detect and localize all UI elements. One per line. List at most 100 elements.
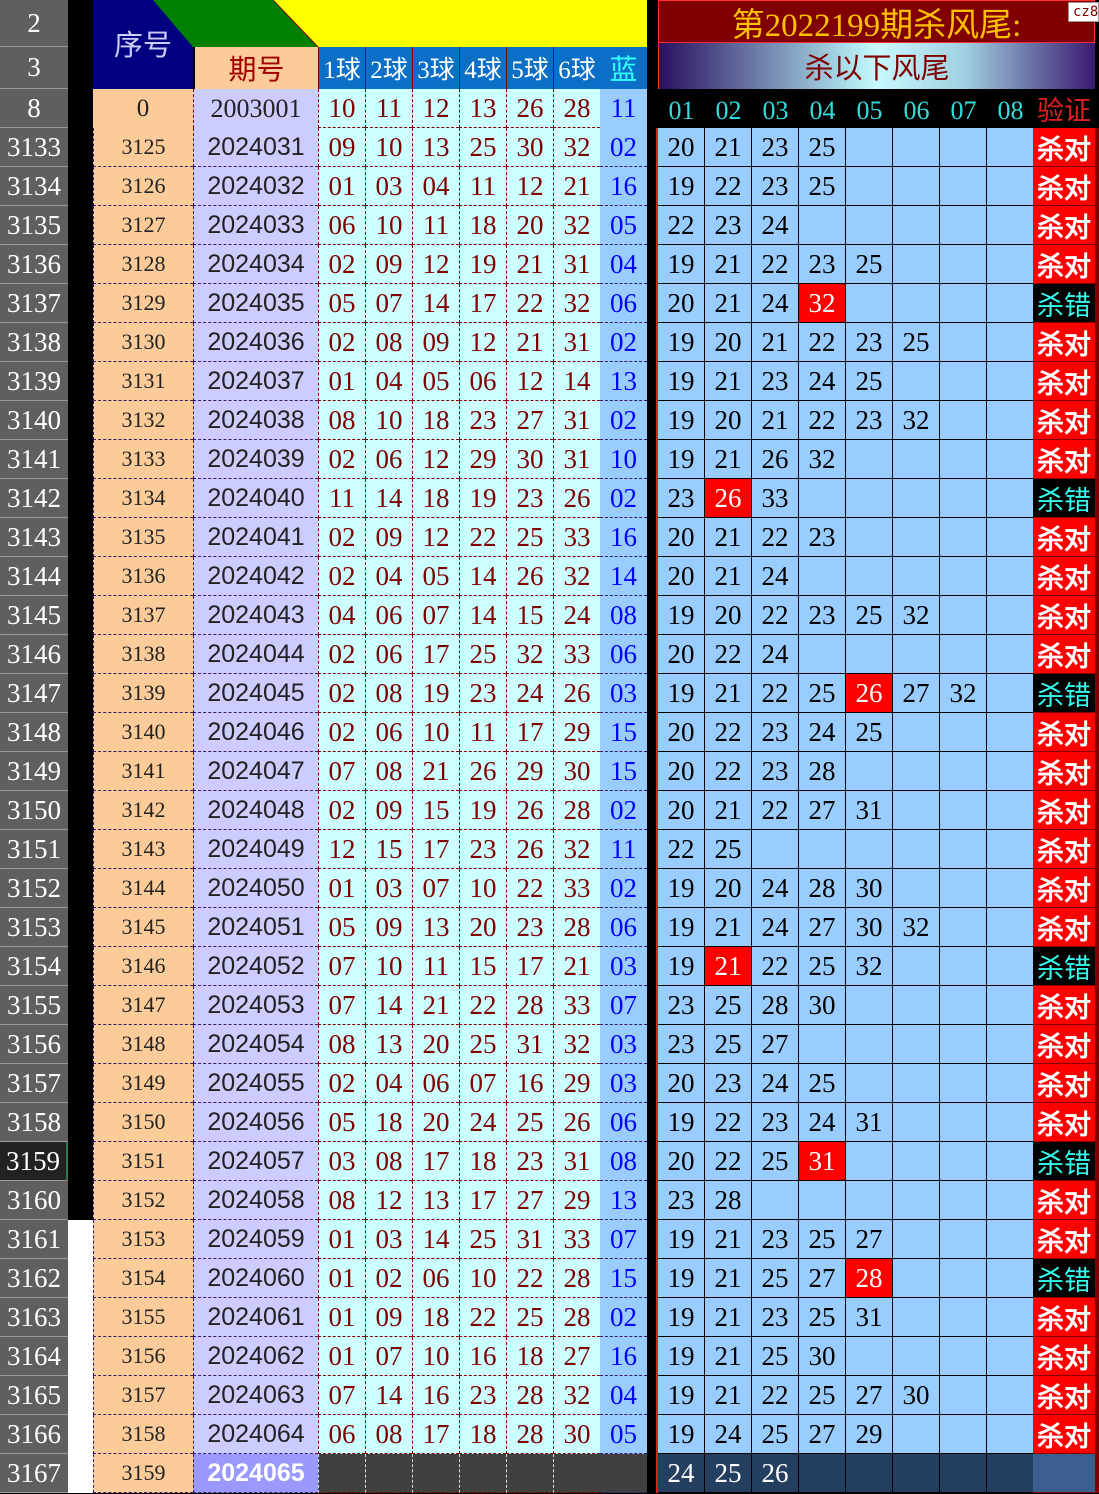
row-header[interactable]: 3138	[0, 323, 68, 362]
row-header[interactable]: 3144	[0, 557, 68, 596]
row-header[interactable]: 3150	[0, 791, 68, 830]
row-header[interactable]: 3165	[0, 1376, 68, 1415]
row-header[interactable]: 3145	[0, 596, 68, 635]
kill-cell: 27	[799, 1259, 846, 1298]
kill-cell	[893, 557, 940, 596]
border-edge	[1095, 596, 1099, 635]
ball-cell: 02	[318, 245, 365, 284]
divider	[656, 791, 658, 830]
row-header[interactable]: 3146	[0, 635, 68, 674]
row-header[interactable]: 3142	[0, 479, 68, 518]
kill-cell	[893, 635, 940, 674]
ball-cell: 23	[506, 479, 553, 518]
seq-cell: 3137	[93, 596, 193, 635]
ball-cell: 28	[553, 908, 600, 947]
row-header[interactable]: 3157	[0, 1064, 68, 1103]
row-header[interactable]: 3143	[0, 518, 68, 557]
kill-cell	[893, 1220, 940, 1259]
kill-cell	[893, 986, 940, 1025]
kill-cell	[940, 440, 987, 479]
kill-cell: 28	[799, 752, 846, 791]
verify-cell: 杀对	[1033, 830, 1095, 869]
blue-ball-cell: 03	[600, 674, 647, 713]
ball-cell: 08	[365, 1142, 412, 1181]
row-header[interactable]: 3153	[0, 908, 68, 947]
row-header[interactable]: 3167	[0, 1454, 68, 1493]
border-edge	[1095, 1259, 1099, 1298]
ball-cell: 25	[459, 635, 506, 674]
period-cell: 2024042	[193, 557, 318, 596]
verify-cell: 杀对	[1033, 908, 1095, 947]
first-row-period: 2003001	[193, 89, 318, 128]
ball-cell: 17	[412, 830, 459, 869]
kill-cell: 32	[940, 674, 987, 713]
period-cell: 2024033	[193, 206, 318, 245]
period-cell: 2024032	[193, 167, 318, 206]
seq-cell: 3154	[93, 1259, 193, 1298]
row-header[interactable]: 3137	[0, 284, 68, 323]
period-cell: 2024054	[193, 1025, 318, 1064]
kill-cell: 23	[752, 128, 799, 167]
kill-cell	[940, 479, 987, 518]
row-header[interactable]: 3148	[0, 713, 68, 752]
seq-cell: 3139	[93, 674, 193, 713]
row-header[interactable]: 3152	[0, 869, 68, 908]
period-cell: 2024043	[193, 596, 318, 635]
ball-cell: 03	[365, 167, 412, 206]
ball-cell: 01	[318, 362, 365, 401]
row-header[interactable]: 3155	[0, 986, 68, 1025]
row-header[interactable]: 3161	[0, 1220, 68, 1259]
row-header[interactable]: 3159	[0, 1142, 68, 1181]
row-header[interactable]: 3156	[0, 1025, 68, 1064]
row-header[interactable]: 3166	[0, 1415, 68, 1454]
ball-cell: 08	[365, 674, 412, 713]
kill-cell	[752, 830, 799, 869]
row-header[interactable]: 3160	[0, 1181, 68, 1220]
verify-cell: 杀错	[1033, 1142, 1095, 1181]
divider	[656, 713, 658, 752]
row-header[interactable]: 3139	[0, 362, 68, 401]
ball-cell: 01	[318, 1337, 365, 1376]
row-header-2[interactable]: 2	[0, 0, 68, 47]
divider	[656, 674, 658, 713]
ball-cell: 18	[412, 401, 459, 440]
kill-cell: 25	[893, 323, 940, 362]
row-header[interactable]: 3158	[0, 1103, 68, 1142]
ball-cell: 12	[506, 167, 553, 206]
row-header[interactable]: 3147	[0, 674, 68, 713]
verify-cell: 杀对	[1033, 1298, 1095, 1337]
kill-cell: 21	[752, 323, 799, 362]
first-row-ball: 26	[506, 89, 553, 128]
row-header[interactable]: 3133	[0, 128, 68, 167]
kill-cell: 30	[846, 908, 893, 947]
kill-cell	[940, 557, 987, 596]
row-header[interactable]: 3163	[0, 1298, 68, 1337]
kill-cell: 25	[799, 167, 846, 206]
row-header-8[interactable]: 8	[0, 89, 68, 128]
row-header-3[interactable]: 3	[0, 47, 68, 89]
verify-cell: 杀对	[1033, 596, 1095, 635]
kill-cell: 28	[705, 1181, 752, 1220]
kill-cell: 20	[658, 128, 705, 167]
kill-cell	[940, 869, 987, 908]
row-header[interactable]: 3136	[0, 245, 68, 284]
kill-cell: 32	[846, 947, 893, 986]
row-header[interactable]: 3135	[0, 206, 68, 245]
row-header[interactable]: 3151	[0, 830, 68, 869]
border-edge	[1095, 908, 1099, 947]
row-header[interactable]: 3154	[0, 947, 68, 986]
ball-cell: 31	[553, 323, 600, 362]
kill-cell	[940, 128, 987, 167]
seq-cell: 3158	[93, 1415, 193, 1454]
ball-cell: 14	[459, 596, 506, 635]
ball-cell: 27	[506, 1181, 553, 1220]
row-header[interactable]: 3141	[0, 440, 68, 479]
row-header[interactable]: 3149	[0, 752, 68, 791]
row-header[interactable]: 3134	[0, 167, 68, 206]
period-cell: 2024039	[193, 440, 318, 479]
row-header[interactable]: 3162	[0, 1259, 68, 1298]
row-header[interactable]: 3140	[0, 401, 68, 440]
ball-cell: 08	[318, 1025, 365, 1064]
kill-cell	[940, 752, 987, 791]
row-header[interactable]: 3164	[0, 1337, 68, 1376]
